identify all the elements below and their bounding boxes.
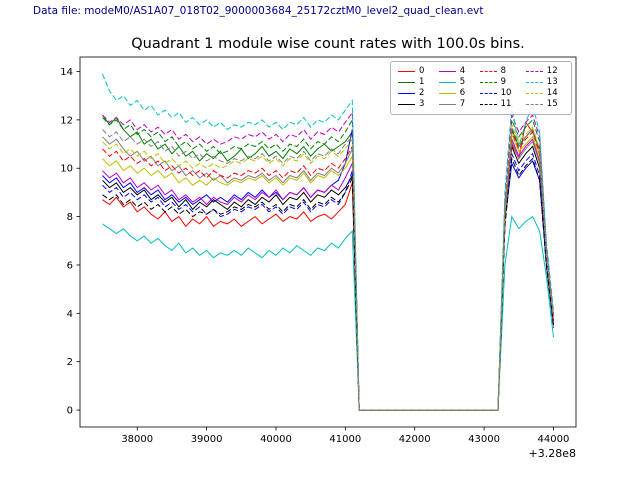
x-tick-label: 44000 [538,434,570,445]
series-line-5 [102,215,554,411]
legend-label: 10 [500,88,512,98]
series-line-13 [102,73,554,411]
x-tick-label: 40000 [260,434,292,445]
legend-line-sample [398,104,415,105]
legend-line-sample [525,93,543,94]
legend-label: 5 [459,77,466,87]
legend-line-sample [438,82,456,83]
series-line-14 [102,124,554,411]
series-line-1 [102,114,554,411]
legend-label: 4 [459,66,466,76]
x-tick-label: 41000 [329,434,361,445]
series-line-0 [102,121,554,411]
legend-item-14: 14 [525,88,564,99]
y-tick-label: 14 [60,67,73,78]
legend-label: 0 [419,66,425,76]
series-line-10 [102,152,554,411]
legend-label: 8 [500,66,507,76]
legend-item-15: 15 [525,99,564,110]
legend-item-4: 4 [438,66,472,77]
series-line-12 [102,111,554,411]
legend-label: 12 [546,66,558,76]
legend-label: 15 [546,99,558,109]
legend-item-7: 7 [438,99,472,110]
legend-line-sample [525,71,543,72]
axes-box [79,56,577,428]
series-line-15 [102,126,554,411]
legend-label: 13 [546,77,558,87]
legend-item-8: 8 [479,66,518,77]
legend-label: 9 [500,77,507,87]
x-tick-label: 42000 [399,434,431,445]
y-tick-label: 12 [60,115,73,126]
legend-line-sample [479,71,497,72]
legend-label: 2 [419,88,425,98]
series-line-3 [102,145,554,411]
legend-item-5: 5 [438,77,472,88]
legend-label: 6 [459,88,466,98]
legend: 0 1 2 3 4 5 6 7 8 9 10 11 12 13 14 15 [390,61,572,115]
legend-line-sample [438,71,456,72]
legend-item-6: 6 [438,88,472,99]
legend-item-11: 11 [479,99,518,110]
y-tick-label: 4 [67,309,73,320]
legend-label: 3 [419,99,425,109]
legend-line-sample [525,104,543,105]
legend-line-sample [525,82,543,83]
series-line-7 [102,136,554,411]
legend-item-1: 1 [398,77,431,88]
y-tick-label: 10 [60,164,73,175]
chart-title: Quadrant 1 module wise count rates with … [131,36,525,52]
series-line-6 [102,134,554,411]
x-axis: 38000 39000 40000 41000 42000 43000 44000 [121,427,569,445]
x-offset-label: +3.28e8 [528,447,576,460]
plot-area [102,73,554,411]
legend-line-sample [398,93,415,94]
x-tick-label: 39000 [191,434,223,445]
legend-item-12: 12 [525,66,564,77]
legend-item-9: 9 [479,77,518,88]
legend-line-sample [398,71,415,72]
legend-item-13: 13 [525,77,564,88]
y-tick-label: 0 [67,406,73,417]
y-tick-label: 2 [67,357,73,368]
legend-line-sample [438,93,456,94]
series-line-4 [102,138,554,411]
legend-item-10: 10 [479,88,518,99]
x-tick-label: 43000 [468,434,500,445]
legend-label: 11 [500,99,512,109]
legend-label: 14 [546,88,558,98]
series-line-9 [102,117,554,411]
data-file-label: Data file: modeM0/AS1A07_018T02_90000036… [33,5,484,17]
y-tick-label: 6 [67,260,73,271]
y-tick-label: 8 [67,212,73,223]
legend-item-2: 2 [398,88,431,99]
legend-line-sample [438,104,456,105]
x-tick-label: 38000 [121,434,153,445]
legend-line-sample [479,93,497,94]
legend-line-sample [398,82,415,83]
y-axis: 0 2 4 6 8 10 12 14 [60,67,80,417]
legend-label: 1 [419,77,425,87]
legend-label: 7 [459,99,466,109]
legend-item-3: 3 [398,99,431,110]
legend-line-sample [479,82,497,83]
legend-line-sample [479,104,497,105]
legend-item-0: 0 [398,66,431,77]
